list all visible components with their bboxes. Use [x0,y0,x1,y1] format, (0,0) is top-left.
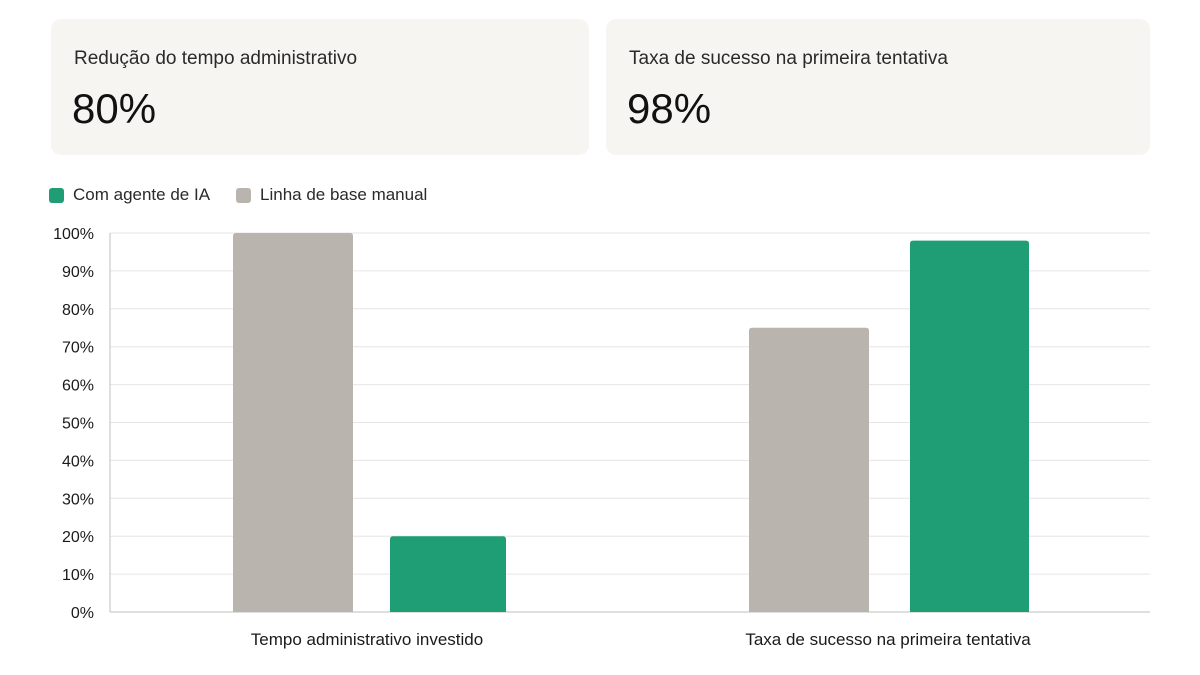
legend-label-ai: Com agente de IA [73,185,211,204]
legend-item-ai: Com agente de IA [49,185,210,205]
y-tick-label: 0% [71,605,94,622]
x-category-label: Taxa de sucesso na primeira tentativa [745,630,1031,649]
x-category-label: Tempo administrativo investido [251,630,483,649]
y-tick-label: 50% [62,416,94,433]
legend-swatch-baseline [236,187,252,203]
y-tick-label: 20% [62,529,94,546]
y-tick-label: 100% [53,226,94,243]
legend-label-baseline: Linha de base manual [260,185,428,204]
kpi-value: 80% [72,85,157,132]
kpi-card-admin-time: Redução do tempo administrativo 80% [51,19,589,155]
bar-ai-0 [390,536,506,612]
kpi-label: Redução do tempo administrativo [74,48,358,69]
bar-baseline-1 [749,327,869,612]
chart-legend: Com agente de IA Linha de base manual [49,184,453,206]
legend-swatch-ai [49,187,64,203]
kpi-label: Taxa de sucesso na primeira tentativa [629,48,948,69]
y-tick-label: 10% [62,567,94,584]
bar-baseline-0 [233,233,353,612]
legend-item-baseline: Linha de base manual [236,185,427,205]
y-tick-label: 60% [62,378,94,395]
y-tick-label: 80% [62,302,94,319]
y-tick-label: 70% [62,340,94,357]
bar-ai-1 [910,240,1029,612]
kpi-value: 98% [627,85,712,132]
y-tick-label: 30% [62,491,94,508]
y-tick-label: 40% [62,453,94,470]
kpi-card-first-attempt-success: Taxa de sucesso na primeira tentativa 98… [606,19,1150,155]
y-tick-label: 90% [62,264,94,281]
